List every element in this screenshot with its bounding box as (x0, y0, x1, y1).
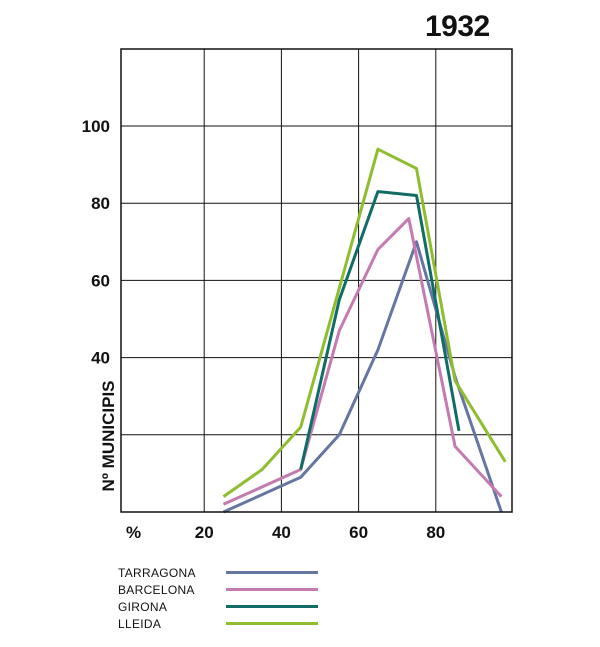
grid (121, 49, 512, 512)
tick-labels: 20 40 60 80 40 60 80 100 (82, 117, 446, 542)
legend-swatch (226, 588, 318, 591)
legend-swatch (226, 605, 318, 608)
series-lines (222, 147, 507, 514)
plot-frame (120, 48, 513, 513)
legend-label: BARCELONA (118, 582, 195, 597)
legend-swatch (226, 622, 318, 625)
chart-title: 1932 (425, 10, 490, 43)
y-tick-label: 40 (91, 349, 110, 368)
legend-swatch (226, 571, 318, 574)
legend-item-lleida: LLEIDA (118, 615, 318, 632)
x-tick-label: 20 (195, 523, 214, 542)
legend: TARRAGONA BARCELONA GIRONA LLEIDA (118, 564, 318, 632)
y-tick-label: 60 (91, 271, 110, 290)
y-axis-label: Nº MUNICIPIS (99, 380, 118, 491)
legend-item-tarragona: TARRAGONA (118, 564, 318, 581)
x-tick-label: 80 (426, 523, 445, 542)
series-line-lleida (222, 147, 507, 498)
legend-label: TARRAGONA (118, 565, 196, 580)
legend-label: GIRONA (118, 599, 168, 614)
series-line-girona (299, 190, 461, 470)
legend-label: LLEIDA (118, 616, 162, 631)
legend-item-barcelona: BARCELONA (118, 581, 318, 598)
x-tick-label: 40 (272, 523, 291, 542)
x-tick-label: 60 (349, 523, 368, 542)
legend-item-girona: GIRONA (118, 598, 318, 615)
y-tick-label: 100 (82, 117, 110, 136)
y-tick-label: 80 (91, 194, 110, 213)
series-line-barcelona (222, 217, 503, 506)
x-axis-label: % (126, 523, 141, 542)
